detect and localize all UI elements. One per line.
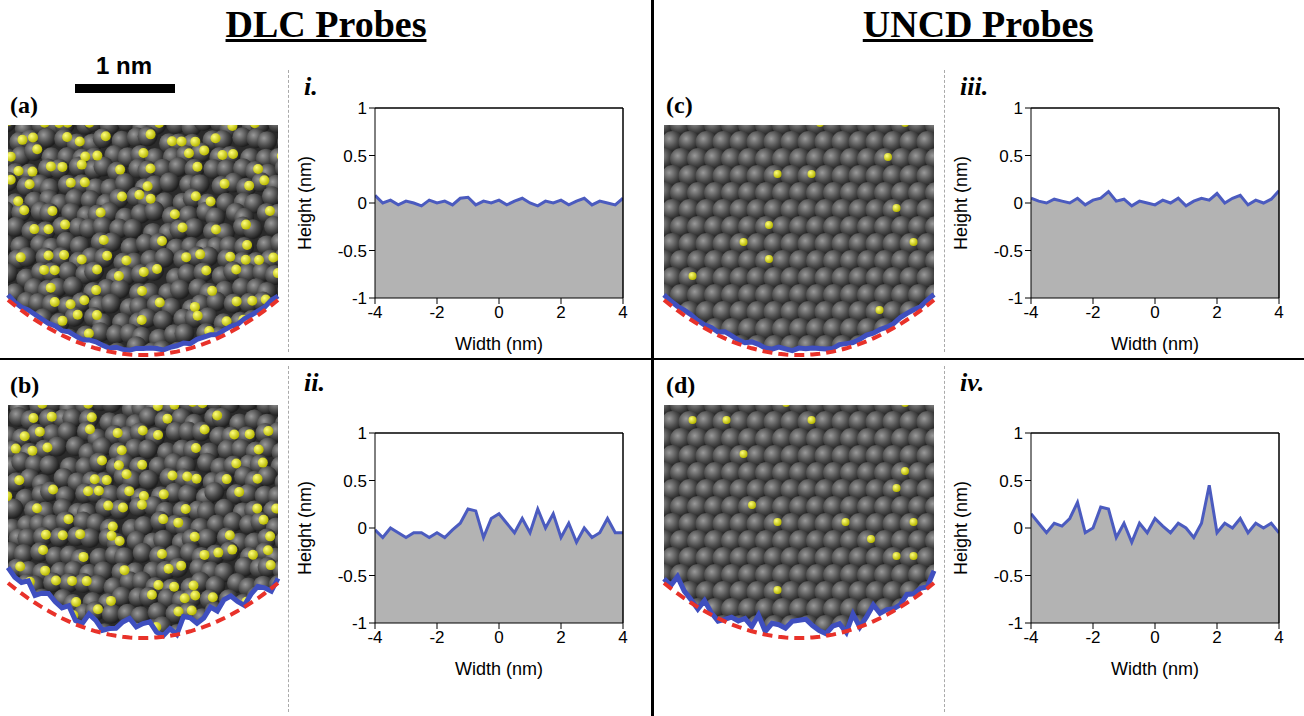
html-text:ii.: ii. xyxy=(304,368,325,397)
svg-text:-2: -2 xyxy=(1085,303,1100,322)
svg-text:-1: -1 xyxy=(352,614,367,633)
svg-text:0: 0 xyxy=(1150,303,1159,322)
svg-text:Width (nm): Width (nm) xyxy=(455,659,543,679)
svg-text:Width (nm): Width (nm) xyxy=(455,334,543,354)
svg-text:-2: -2 xyxy=(429,628,444,647)
svg-text:0.5: 0.5 xyxy=(343,147,367,166)
svg-text:-0.5: -0.5 xyxy=(338,242,367,261)
svg-text:0.5: 0.5 xyxy=(343,472,367,491)
svg-text:-0.5: -0.5 xyxy=(338,567,367,586)
svg-text:Width (nm): Width (nm) xyxy=(1111,334,1199,354)
svg-text:-2: -2 xyxy=(429,303,444,322)
svg-text:0: 0 xyxy=(494,628,503,647)
svg-text:2: 2 xyxy=(556,303,565,322)
svg-text:-1: -1 xyxy=(1008,289,1023,308)
html-text:iii.: iii. xyxy=(960,72,989,101)
svg-text:-0.5: -0.5 xyxy=(994,567,1023,586)
svg-text:-1: -1 xyxy=(1008,614,1023,633)
svg-text:-0.5: -0.5 xyxy=(994,242,1023,261)
svg-text:Height (nm): Height (nm) xyxy=(952,156,971,250)
svg-text:2: 2 xyxy=(1212,628,1221,647)
svg-text:0: 0 xyxy=(358,519,367,538)
svg-text:2: 2 xyxy=(1212,303,1221,322)
html-text:UNCD Probes: UNCD Probes xyxy=(862,3,1094,45)
html-text:i.: i. xyxy=(304,72,318,101)
svg-text:2: 2 xyxy=(556,628,565,647)
svg-text:-4: -4 xyxy=(367,628,382,647)
svg-text:-4: -4 xyxy=(1023,303,1038,322)
svg-text:0: 0 xyxy=(1150,628,1159,647)
svg-text:1: 1 xyxy=(358,100,367,118)
svg-text:-2: -2 xyxy=(1085,628,1100,647)
svg-text:Height (nm): Height (nm) xyxy=(296,156,315,250)
html-text:(d): (d) xyxy=(666,372,696,398)
svg-text:Height (nm): Height (nm) xyxy=(296,481,315,575)
svg-text:0.5: 0.5 xyxy=(999,472,1023,491)
svg-text:0.5: 0.5 xyxy=(999,147,1023,166)
svg-text:4: 4 xyxy=(1274,628,1283,647)
svg-text:4: 4 xyxy=(1274,303,1283,322)
html-text:(a): (a) xyxy=(10,92,38,118)
html-text:iv.: iv. xyxy=(960,368,985,397)
svg-text:-4: -4 xyxy=(1023,628,1038,647)
html-text:(b): (b) xyxy=(10,372,40,398)
svg-text:-1: -1 xyxy=(352,289,367,308)
svg-text:1: 1 xyxy=(1014,100,1023,118)
svg-text:0: 0 xyxy=(1014,194,1023,213)
html-text:1 nm: 1 nm xyxy=(96,52,152,79)
svg-text:1: 1 xyxy=(358,425,367,443)
svg-text:-4: -4 xyxy=(367,303,382,322)
html-text:DLC Probes: DLC Probes xyxy=(225,3,427,45)
svg-text:4: 4 xyxy=(618,303,627,322)
svg-text:0: 0 xyxy=(494,303,503,322)
svg-text:Width (nm): Width (nm) xyxy=(1111,659,1199,679)
html-text:(c): (c) xyxy=(666,92,693,118)
svg-text:0: 0 xyxy=(358,194,367,213)
svg-text:1: 1 xyxy=(1014,425,1023,443)
svg-text:Height (nm): Height (nm) xyxy=(952,481,971,575)
svg-text:4: 4 xyxy=(618,628,627,647)
svg-text:0: 0 xyxy=(1014,519,1023,538)
